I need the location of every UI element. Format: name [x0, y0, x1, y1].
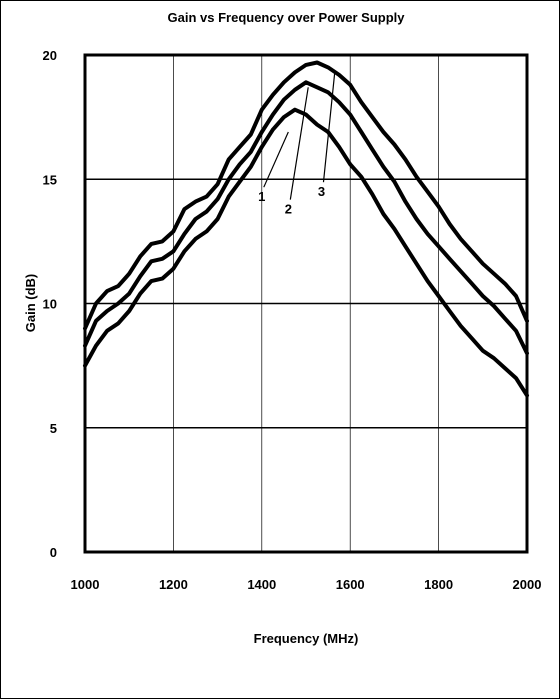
annotation-leader-1	[263, 131, 289, 188]
series-line-2	[83, 80, 529, 356]
x-axis-label: Frequency (MHz)	[254, 631, 359, 646]
series-line-3	[83, 60, 529, 331]
x-tick-label: 2000	[513, 577, 542, 592]
y-tick-label: 20	[43, 48, 57, 63]
annotation-leader-2	[289, 87, 309, 200]
annotation-leader-3	[322, 72, 336, 183]
y-tick-label: 0	[50, 545, 57, 560]
series-line-1	[83, 107, 529, 398]
y-tick-labels: 0 5 10 15 20	[43, 48, 57, 560]
x-tick-labels: 1000 1200 1400 1600 1800 2000	[71, 577, 542, 592]
plot-area	[83, 53, 529, 554]
series-group	[83, 60, 529, 398]
y-tick-label: 10	[43, 297, 57, 312]
x-tick-label: 1600	[336, 577, 365, 592]
annotation-label-2: 2	[285, 202, 292, 217]
y-axis-label: Gain (dB)	[23, 274, 38, 333]
x-tick-label: 1400	[247, 577, 276, 592]
x-tick-label: 1200	[159, 577, 188, 592]
annotations: 1 2 3	[258, 72, 336, 217]
annotation-label-1: 1	[258, 189, 265, 204]
annotation-label-3: 3	[318, 184, 325, 199]
x-tick-label: 1000	[71, 577, 100, 592]
grid	[85, 55, 527, 552]
x-tick-label: 1800	[424, 577, 453, 592]
chart-title: Gain vs Frequency over Power Supply	[168, 10, 406, 25]
y-tick-label: 5	[50, 421, 57, 436]
y-tick-label: 15	[43, 172, 57, 187]
